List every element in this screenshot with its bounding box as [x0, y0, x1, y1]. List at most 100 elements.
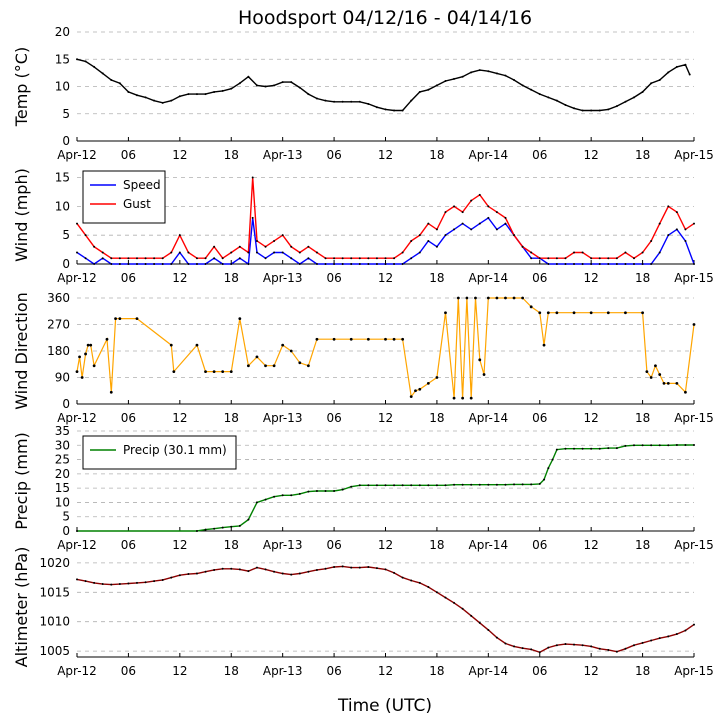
temp-temp-point — [101, 72, 104, 75]
temp-temp-point — [555, 99, 558, 102]
precip-precip-point — [615, 447, 618, 450]
direction-xtick-label: Apr-14 — [469, 411, 509, 425]
wind-speed-point — [341, 263, 344, 265]
temp-temp-point — [487, 70, 490, 73]
temp-temp-point — [170, 99, 173, 102]
wind-speed-point — [573, 263, 576, 265]
wind-gust-point — [153, 257, 156, 260]
precip-precip-point — [213, 527, 216, 530]
wind-gust-point — [555, 257, 558, 260]
wind-xtick-label: 12 — [378, 271, 393, 285]
precip-ytick-label: 30 — [55, 438, 70, 452]
wind-xtick-label: Apr-13 — [263, 271, 303, 285]
temp-temp-point — [273, 84, 276, 87]
altimeter-altimeter-point — [478, 621, 481, 624]
wind-gust-point — [547, 257, 550, 260]
precip-precip-point — [513, 483, 516, 486]
wind-speed-point — [435, 245, 438, 248]
temp-temp-point — [530, 88, 533, 91]
precip-precip-point — [341, 488, 344, 491]
wind-gust-point — [564, 257, 567, 260]
wind-gust-point — [367, 257, 370, 260]
wind-speed-point — [461, 222, 464, 225]
wind-gust-point — [478, 193, 481, 196]
temp-temp-point — [375, 106, 378, 109]
temp-temp-point — [470, 71, 473, 74]
altimeter-xtick-label: Apr-14 — [469, 664, 509, 678]
altimeter-altimeter-point — [187, 573, 190, 576]
direction-data-point — [474, 296, 477, 300]
altimeter-altimeter-point — [624, 647, 627, 650]
altimeter-altimeter-point — [633, 644, 636, 647]
altimeter-altimeter-point — [350, 566, 353, 569]
altimeter-ytick-label: 1010 — [39, 615, 70, 629]
direction-data-point — [315, 337, 319, 341]
precip-legend — [82, 435, 237, 470]
direction-data-point — [349, 337, 353, 341]
altimeter-altimeter-point — [221, 567, 224, 570]
altimeter-xtick-label: 06 — [326, 664, 341, 678]
temp-temp-point — [281, 81, 284, 84]
wind-gust-point — [144, 257, 147, 260]
wind-gust-point — [204, 257, 207, 260]
precip-precip-point — [504, 483, 507, 486]
precip-xtick-label: 12 — [378, 538, 393, 552]
wind-xtick-label: Apr-12 — [57, 271, 97, 285]
wind-gust-point — [84, 234, 87, 237]
altimeter-altimeter-point — [333, 566, 336, 568]
altimeter-altimeter-point — [247, 570, 250, 573]
wind-speed-point — [607, 263, 610, 265]
precip-ytick-label: 25 — [55, 453, 70, 467]
direction-xtick-label: Apr-15 — [674, 411, 714, 425]
wind-gust-point — [255, 239, 258, 242]
altimeter-altimeter-point — [495, 636, 498, 639]
direction-data-point — [529, 305, 533, 309]
altimeter-altimeter-point — [135, 581, 138, 584]
wind-gust-point — [315, 251, 318, 254]
temp-temp-point — [315, 97, 318, 100]
altimeter-altimeter-point — [393, 571, 396, 574]
altimeter-altimeter-point — [547, 646, 550, 649]
precip-precip-point — [298, 492, 301, 495]
direction-data-point — [246, 364, 250, 368]
direction-data-point — [555, 311, 559, 315]
temp-temp-point — [598, 109, 601, 112]
direction-panel: 0 90 180 270 360 Apr-12 06 12 18 Apr-13 06 12 18 Apr-… — [12, 291, 714, 425]
altimeter-y-axis-label: Altimeter (hPa) — [12, 547, 31, 668]
wind-gust-line — [76, 177, 695, 260]
wind-speed-point — [204, 263, 207, 265]
precip-precip-point — [290, 494, 293, 497]
precip-precip-point — [693, 444, 695, 446]
temp-temp-point — [187, 93, 190, 96]
temp-temp-point — [688, 73, 691, 76]
wind-gust-point — [375, 257, 378, 260]
temp-temp-point — [213, 90, 216, 93]
temp-temp-point — [118, 82, 121, 85]
direction-data-point — [306, 364, 310, 368]
precip-precip-point — [461, 483, 464, 486]
wind-gust-point — [341, 257, 344, 260]
wind-gust-point — [418, 234, 421, 237]
wind-gust-point — [581, 251, 584, 254]
wind-speed-point — [684, 239, 687, 242]
direction-xtick-label: Apr-12 — [57, 411, 97, 425]
direction-data-point — [572, 311, 576, 315]
altimeter-altimeter-point — [93, 581, 96, 584]
temp-temp-point — [350, 100, 353, 103]
direction-xtick-label: 18 — [429, 411, 444, 425]
altimeter-altimeter-point — [358, 566, 361, 569]
wind-speed-point — [453, 228, 456, 231]
wind-speed-point — [401, 263, 404, 265]
wind-gust-point — [401, 251, 404, 254]
direction-xtick-label: 12 — [172, 411, 187, 425]
temp-temp-point — [393, 109, 396, 112]
temp-xtick-label: 12 — [172, 148, 187, 162]
wind-speed-point — [93, 263, 96, 265]
wind-y-axis-label: Wind (mph) — [12, 168, 31, 262]
direction-data-point — [84, 352, 87, 356]
altimeter-altimeter-point — [375, 567, 378, 570]
altimeter-altimeter-point — [110, 583, 113, 586]
wind-speed-point — [324, 263, 327, 265]
